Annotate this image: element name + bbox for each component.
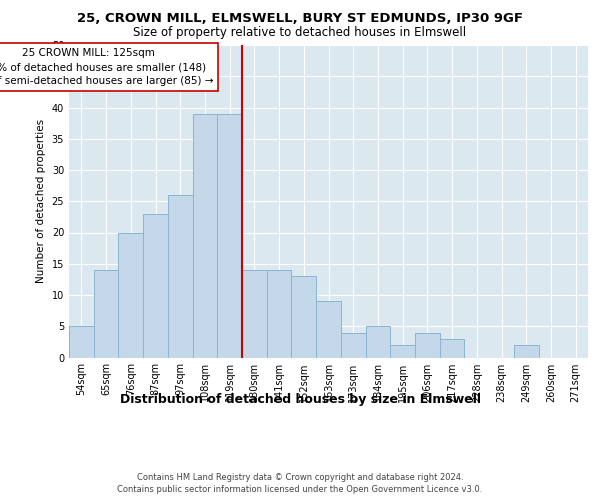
Bar	[365, 326, 390, 358]
Bar	[316, 301, 341, 358]
Text: 25, CROWN MILL, ELMSWELL, BURY ST EDMUNDS, IP30 9GF: 25, CROWN MILL, ELMSWELL, BURY ST EDMUND…	[77, 12, 523, 26]
Bar	[217, 114, 242, 358]
Bar	[440, 339, 464, 357]
Y-axis label: Number of detached properties: Number of detached properties	[36, 119, 46, 284]
Bar	[118, 232, 143, 358]
Bar	[193, 114, 217, 358]
Bar	[94, 270, 118, 358]
Bar	[292, 276, 316, 357]
Bar	[143, 214, 168, 358]
Bar	[69, 326, 94, 358]
Text: Size of property relative to detached houses in Elmswell: Size of property relative to detached ho…	[133, 26, 467, 39]
Text: Contains HM Land Registry data © Crown copyright and database right 2024.
Contai: Contains HM Land Registry data © Crown c…	[118, 472, 482, 494]
Bar	[415, 332, 440, 357]
Bar	[341, 332, 365, 357]
Bar	[242, 270, 267, 358]
Bar	[168, 195, 193, 358]
Text: Distribution of detached houses by size in Elmswell: Distribution of detached houses by size …	[119, 392, 481, 406]
Bar	[267, 270, 292, 358]
Bar	[390, 345, 415, 358]
Bar	[514, 345, 539, 358]
Text: 25 CROWN MILL: 125sqm
← 63% of detached houses are smaller (148)
36% of semi-det: 25 CROWN MILL: 125sqm ← 63% of detached …	[0, 48, 213, 86]
